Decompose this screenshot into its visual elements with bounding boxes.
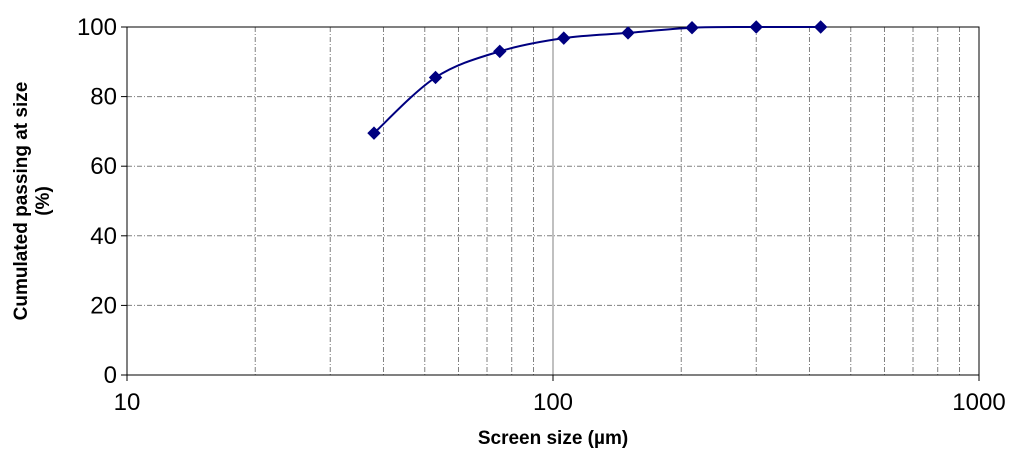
y-axis-label-line1: Cumulated passing at size [11,82,32,321]
data-point [621,26,635,40]
data-point [813,20,828,34]
data-point [749,20,763,34]
series-line [373,25,821,134]
y-tick-label: 0 [104,362,117,389]
data-point [367,126,381,140]
y-axis-ticks: 0 20 40 60 80 100 [77,14,127,389]
y-tick-label: 100 [77,14,117,41]
y-axis-label: Cumulated passing at size (%) [11,82,54,321]
x-axis-ticks: 10 100 1000 [114,375,1006,416]
series-layer [367,20,828,140]
y-tick-label: 40 [90,223,117,250]
data-point [557,31,571,45]
x-tick-label: 10 [114,389,141,416]
x-tick-label: 1000 [952,389,1005,416]
x-axis-label: Screen size (µm) [478,428,628,449]
data-point [685,20,699,35]
y-axis-label-line2: (%) [33,186,54,216]
grid [127,27,979,375]
y-tick-label: 80 [90,84,117,111]
data-point [428,70,443,85]
y-tick-label: 20 [90,292,117,319]
y-tick-label: 60 [90,153,117,180]
data-point [493,44,507,59]
x-tick-label: 100 [533,389,573,416]
